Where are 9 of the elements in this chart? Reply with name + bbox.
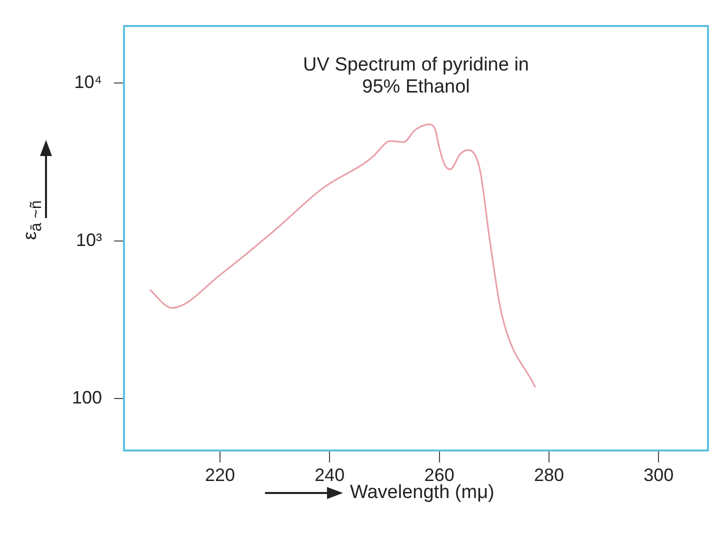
y-tick-label: 10³ [76,230,102,250]
x-tick-label: 280 [534,465,564,486]
text: UV Spectrum of pyridine in 95% Ethanol [303,54,530,98]
y-tick-label: 10⁴ [74,72,102,92]
x-tick-label: 240 [314,465,345,486]
y-tick-label: 100 [72,388,102,408]
line-series [149,124,536,388]
x-tick-label: 300 [644,465,674,486]
x-tick-label: 220 [204,465,236,486]
